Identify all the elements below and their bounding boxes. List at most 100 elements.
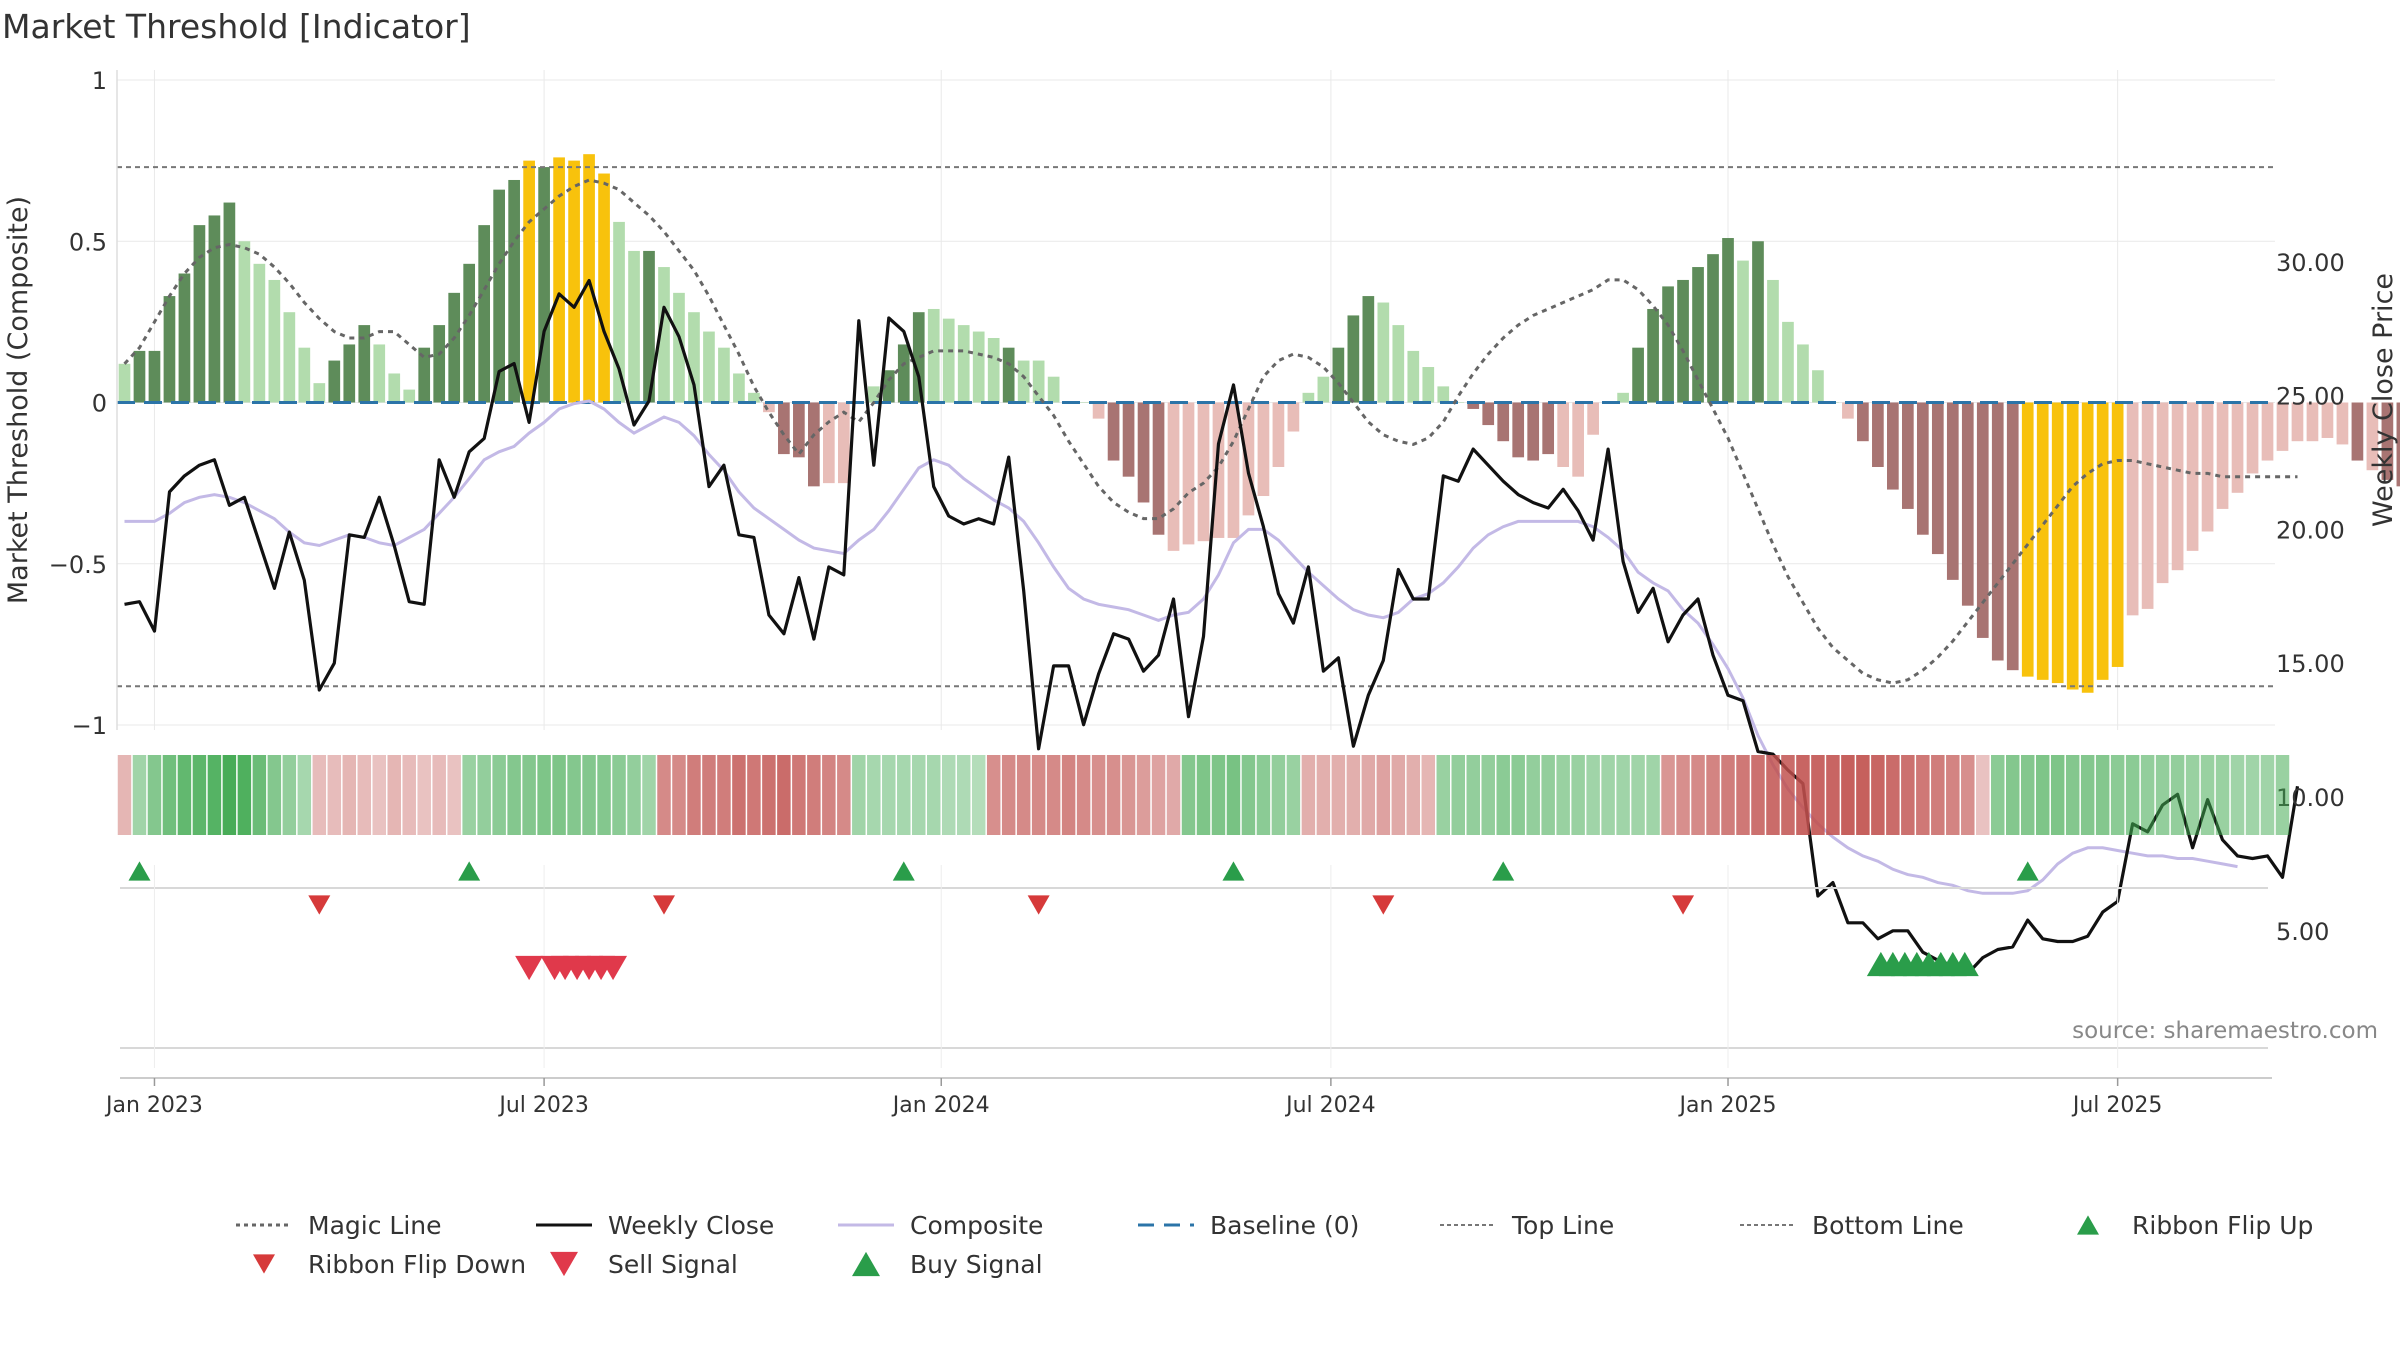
ribbon-cell	[417, 755, 431, 835]
ribbon-cell	[1766, 755, 1780, 835]
y-tick-label: 0.5	[69, 228, 107, 256]
composite-bar	[283, 312, 296, 403]
composite-bar	[808, 402, 820, 487]
composite-bar	[313, 383, 326, 403]
composite-bar	[1482, 402, 1495, 426]
composite-line	[124, 399, 2238, 895]
ribbon-cell	[2035, 755, 2050, 835]
ribbon-cell	[2005, 755, 2020, 835]
ribbon-cell	[1361, 755, 1376, 835]
composite-bar	[1452, 402, 1465, 403]
composite-bar	[1362, 296, 1375, 403]
composite-bar	[897, 344, 910, 403]
buy-signal-marker	[1950, 951, 1979, 977]
composite-bar	[433, 325, 446, 403]
x-tick-label: Jul 2024	[1284, 1093, 1376, 1118]
ribbon-cell	[1976, 755, 1990, 835]
composite-bar	[837, 402, 850, 484]
composite-bar	[388, 373, 401, 403]
composite-bar	[1707, 254, 1719, 403]
composite-bar	[628, 250, 640, 403]
ribbon-cell	[432, 755, 446, 835]
ribbon-cell	[1076, 755, 1091, 835]
composite-bar	[1991, 402, 2004, 661]
composite-bar	[1842, 402, 1854, 419]
ribbon-cell	[897, 755, 911, 835]
composite-bar	[238, 241, 251, 403]
ribbon-flip-up-marker	[1222, 861, 1245, 881]
ribbon-cell	[1256, 755, 1271, 835]
composite-bar	[2126, 402, 2139, 616]
ribbon-cell	[327, 755, 342, 835]
ribbon-flip-down-marker	[1372, 895, 1395, 915]
composite-bar	[1587, 402, 1599, 435]
ribbon-cell	[177, 755, 192, 835]
composite-bar	[822, 402, 835, 484]
composite-bar	[1332, 347, 1345, 403]
composite-bar	[1107, 402, 1120, 461]
ribbon-cell	[267, 755, 282, 835]
ribbon-cell	[2095, 755, 2110, 835]
ribbon-cell	[1781, 755, 1795, 835]
composite-bar	[1722, 238, 1734, 403]
ribbon-flip-down-marker	[308, 895, 331, 915]
legend-item: Bottom Line	[1740, 1211, 1964, 1240]
composite-bar	[1857, 402, 1869, 442]
composite-bar	[2261, 402, 2274, 461]
ribbon-cell	[867, 755, 881, 835]
composite-bar	[1092, 402, 1105, 419]
ribbon-cell	[2230, 755, 2245, 835]
ribbon-cell	[762, 755, 776, 835]
ribbon-cell	[1406, 755, 1421, 835]
ribbon-cell	[2260, 755, 2275, 835]
composite-bar	[1017, 360, 1030, 403]
composite-bar	[1662, 286, 1674, 403]
composite-bar	[373, 344, 386, 403]
composite-bar	[193, 225, 206, 403]
chart-title: Market Threshold [Indicator]	[2, 7, 471, 46]
composite-bar	[298, 347, 311, 403]
ribbon-flip-up-marker	[1492, 861, 1515, 881]
composite-bar	[358, 325, 371, 403]
composite-bar	[2186, 402, 2199, 551]
ribbon-cell	[282, 755, 297, 835]
composite-bar	[568, 160, 580, 403]
composite-bar	[957, 325, 970, 403]
ribbon-cell	[567, 755, 581, 835]
composite-bar	[643, 250, 655, 403]
legend-label: Sell Signal	[608, 1250, 738, 1279]
ribbon-cell	[597, 755, 611, 835]
ribbon-cell	[1571, 755, 1585, 835]
composite-bar	[538, 167, 550, 403]
composite-bar	[1887, 402, 1899, 490]
ribbon-cell	[2275, 755, 2290, 835]
composite-bar	[2081, 402, 2094, 693]
composite-bar	[1946, 402, 1959, 580]
ribbon-flip-up-marker	[458, 861, 481, 881]
ribbon-cell	[882, 755, 896, 835]
composite-bar	[1767, 279, 1779, 403]
ribbon-cell	[1826, 755, 1840, 835]
y-tick-label: 0	[92, 390, 107, 418]
composite-bar	[1197, 402, 1210, 542]
ribbon-cell	[207, 755, 222, 835]
ribbon-cell	[1316, 755, 1331, 835]
ribbon-cell	[1961, 755, 1975, 835]
composite-bar	[882, 370, 895, 403]
ribbon-cell	[2110, 755, 2125, 835]
composite-bar	[778, 402, 790, 455]
composite-bar	[1931, 402, 1944, 555]
legend-item: Sell Signal	[550, 1250, 738, 1279]
ribbon-cell	[2155, 755, 2170, 835]
composite-bar	[987, 338, 1000, 403]
composite-bars	[118, 154, 2400, 693]
ribbon-cell	[2020, 755, 2035, 835]
ribbon-cell	[312, 755, 327, 835]
legend-item: Top Line	[1440, 1211, 1614, 1240]
sell-signal-marker	[599, 955, 628, 981]
source-note: source: sharemaestro.com	[2072, 1018, 2378, 1044]
composite-bar	[2291, 402, 2304, 442]
composite-bar	[2021, 402, 2034, 677]
legend-swatch-down-triangle	[550, 1251, 578, 1277]
